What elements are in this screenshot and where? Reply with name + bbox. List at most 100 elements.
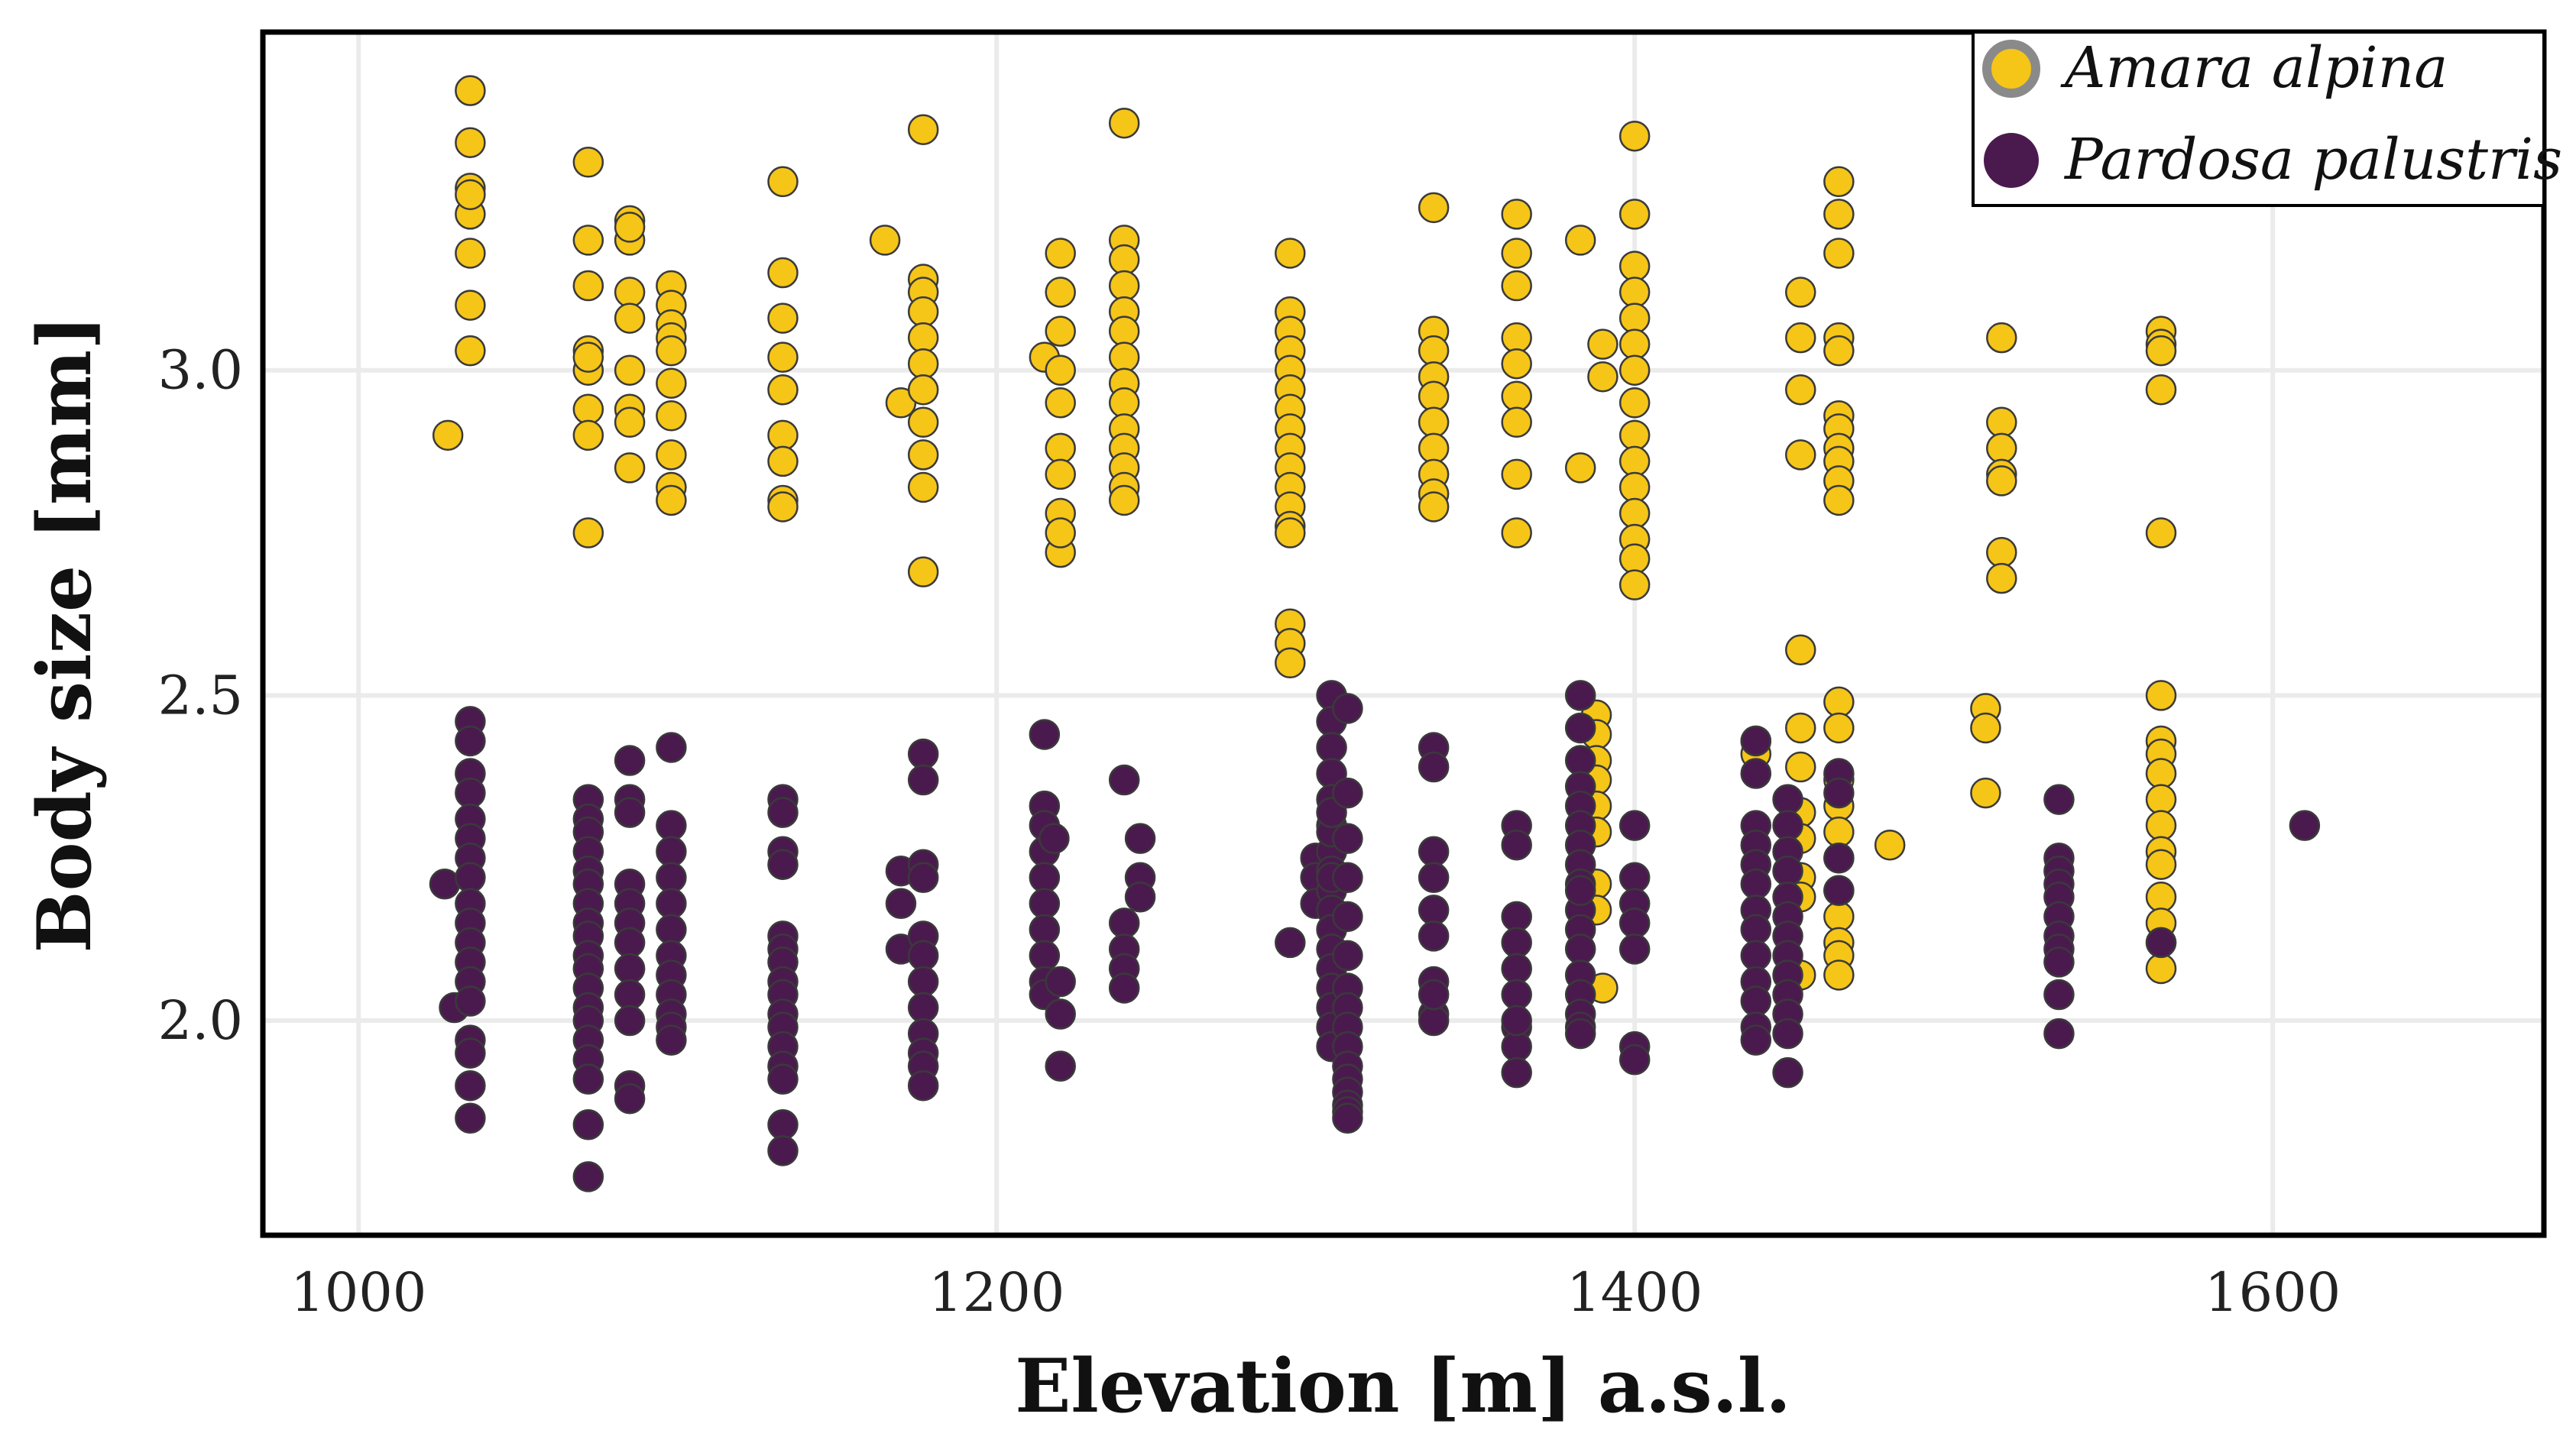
point-pardosa-palustris bbox=[1038, 823, 1070, 854]
point-amara-alpina bbox=[2145, 517, 2177, 548]
point-pardosa-palustris bbox=[455, 1102, 486, 1134]
point-amara-alpina bbox=[1564, 225, 1596, 256]
point-amara-alpina bbox=[767, 257, 799, 289]
point-amara-alpina bbox=[767, 419, 799, 451]
legend-marker-amara-alpina bbox=[1982, 40, 2040, 98]
point-pardosa-palustris bbox=[1740, 914, 1772, 946]
point-amara-alpina bbox=[1275, 647, 1306, 679]
point-amara-alpina bbox=[656, 439, 687, 471]
point-amara-alpina bbox=[1045, 517, 1076, 548]
point-amara-alpina bbox=[1418, 192, 1450, 224]
point-amara-alpina bbox=[907, 348, 939, 380]
point-amara-alpina bbox=[1418, 380, 1450, 413]
point-amara-alpina bbox=[907, 406, 939, 438]
point-pardosa-palustris bbox=[614, 1005, 646, 1037]
point-pardosa-palustris bbox=[1332, 693, 1363, 724]
point-pardosa-palustris bbox=[1124, 823, 1156, 854]
point-amara-alpina bbox=[1823, 901, 1855, 933]
point-pardosa-palustris bbox=[614, 979, 646, 1011]
point-pardosa-palustris bbox=[656, 836, 687, 867]
point-amara-alpina bbox=[869, 225, 901, 256]
point-amara-alpina bbox=[572, 517, 604, 548]
point-amara-alpina bbox=[1785, 634, 1816, 666]
point-amara-alpina bbox=[656, 484, 687, 516]
point-pardosa-palustris bbox=[614, 797, 646, 828]
point-pardosa-palustris bbox=[614, 1082, 646, 1115]
point-amara-alpina bbox=[2145, 680, 2177, 711]
point-amara-alpina bbox=[1823, 335, 1855, 367]
point-pardosa-palustris bbox=[1501, 1005, 1532, 1037]
point-pardosa-palustris bbox=[614, 953, 646, 985]
point-pardosa-palustris bbox=[572, 1161, 604, 1192]
point-amara-alpina bbox=[1618, 120, 1651, 152]
point-amara-alpina bbox=[1501, 458, 1532, 490]
point-pardosa-palustris bbox=[2043, 784, 2075, 815]
point-amara-alpina bbox=[614, 303, 646, 334]
point-pardosa-palustris bbox=[1029, 719, 1061, 750]
point-amara-alpina bbox=[1874, 829, 1906, 861]
point-amara-alpina bbox=[1418, 335, 1450, 367]
point-amara-alpina bbox=[907, 374, 939, 406]
point-amara-alpina bbox=[455, 179, 486, 211]
point-pardosa-palustris bbox=[1618, 862, 1651, 894]
point-amara-alpina bbox=[767, 341, 799, 373]
point-amara-alpina bbox=[432, 419, 464, 451]
point-pardosa-palustris bbox=[885, 888, 917, 920]
point-amara-alpina bbox=[1618, 199, 1651, 230]
point-pardosa-palustris bbox=[1332, 823, 1363, 854]
point-amara-alpina bbox=[1618, 251, 1651, 282]
point-amara-alpina bbox=[1275, 517, 1306, 548]
point-amara-alpina bbox=[1501, 238, 1532, 269]
point-amara-alpina bbox=[614, 354, 646, 386]
point-amara-alpina bbox=[1108, 484, 1140, 516]
point-amara-alpina bbox=[1970, 712, 2001, 744]
point-pardosa-palustris bbox=[1564, 745, 1596, 776]
point-pardosa-palustris bbox=[1618, 1043, 1651, 1076]
point-amara-alpina bbox=[1108, 341, 1140, 373]
point-amara-alpina bbox=[572, 393, 604, 425]
point-pardosa-palustris bbox=[1740, 869, 1772, 900]
point-pardosa-palustris bbox=[1501, 1056, 1532, 1089]
point-pardosa-palustris bbox=[1029, 940, 1061, 972]
grid-lines bbox=[263, 32, 2544, 1235]
point-pardosa-palustris bbox=[1275, 927, 1306, 959]
point-amara-alpina bbox=[1823, 484, 1855, 516]
point-amara-alpina bbox=[1501, 517, 1532, 548]
point-amara-alpina bbox=[614, 212, 646, 243]
point-pardosa-palustris bbox=[1418, 895, 1450, 926]
point-pardosa-palustris bbox=[1564, 1018, 1596, 1050]
point-amara-alpina bbox=[1618, 303, 1651, 334]
point-amara-alpina bbox=[1986, 322, 2017, 354]
point-amara-alpina bbox=[1501, 270, 1532, 302]
point-amara-alpina bbox=[1618, 387, 1651, 419]
point-pardosa-palustris bbox=[907, 738, 939, 770]
point-pardosa-palustris bbox=[1108, 972, 1140, 1004]
point-amara-alpina bbox=[1823, 166, 1855, 198]
point-pardosa-palustris bbox=[1618, 933, 1651, 965]
point-pardosa-palustris bbox=[1316, 732, 1347, 763]
point-pardosa-palustris bbox=[1332, 940, 1363, 972]
point-pardosa-palustris bbox=[1740, 1024, 1772, 1056]
x-axis-title: Elevation [m] a.s.l. bbox=[1015, 1343, 1791, 1429]
point-amara-alpina bbox=[455, 238, 486, 269]
point-amara-alpina bbox=[1823, 816, 1855, 848]
point-pardosa-palustris bbox=[1618, 908, 1651, 939]
point-amara-alpina bbox=[1501, 322, 1532, 354]
point-pardosa-palustris bbox=[1772, 784, 1803, 815]
plot-frame bbox=[260, 29, 2547, 1238]
point-pardosa-palustris bbox=[2043, 946, 2075, 978]
point-amara-alpina bbox=[572, 270, 604, 302]
point-amara-alpina bbox=[767, 374, 799, 406]
point-amara-alpina bbox=[767, 166, 799, 198]
point-pardosa-palustris bbox=[1029, 862, 1061, 894]
point-amara-alpina bbox=[1970, 777, 2001, 809]
point-pardosa-palustris bbox=[907, 764, 939, 796]
point-amara-alpina bbox=[1045, 432, 1076, 464]
point-amara-alpina bbox=[2145, 784, 2177, 815]
point-amara-alpina bbox=[1501, 199, 1532, 230]
point-amara-alpina bbox=[1045, 315, 1076, 347]
legend: Amara alpina Pardosa palustris bbox=[1972, 31, 2562, 207]
point-pardosa-palustris bbox=[907, 966, 939, 998]
point-pardosa-palustris bbox=[1418, 921, 1450, 952]
point-amara-alpina bbox=[2145, 374, 2177, 406]
